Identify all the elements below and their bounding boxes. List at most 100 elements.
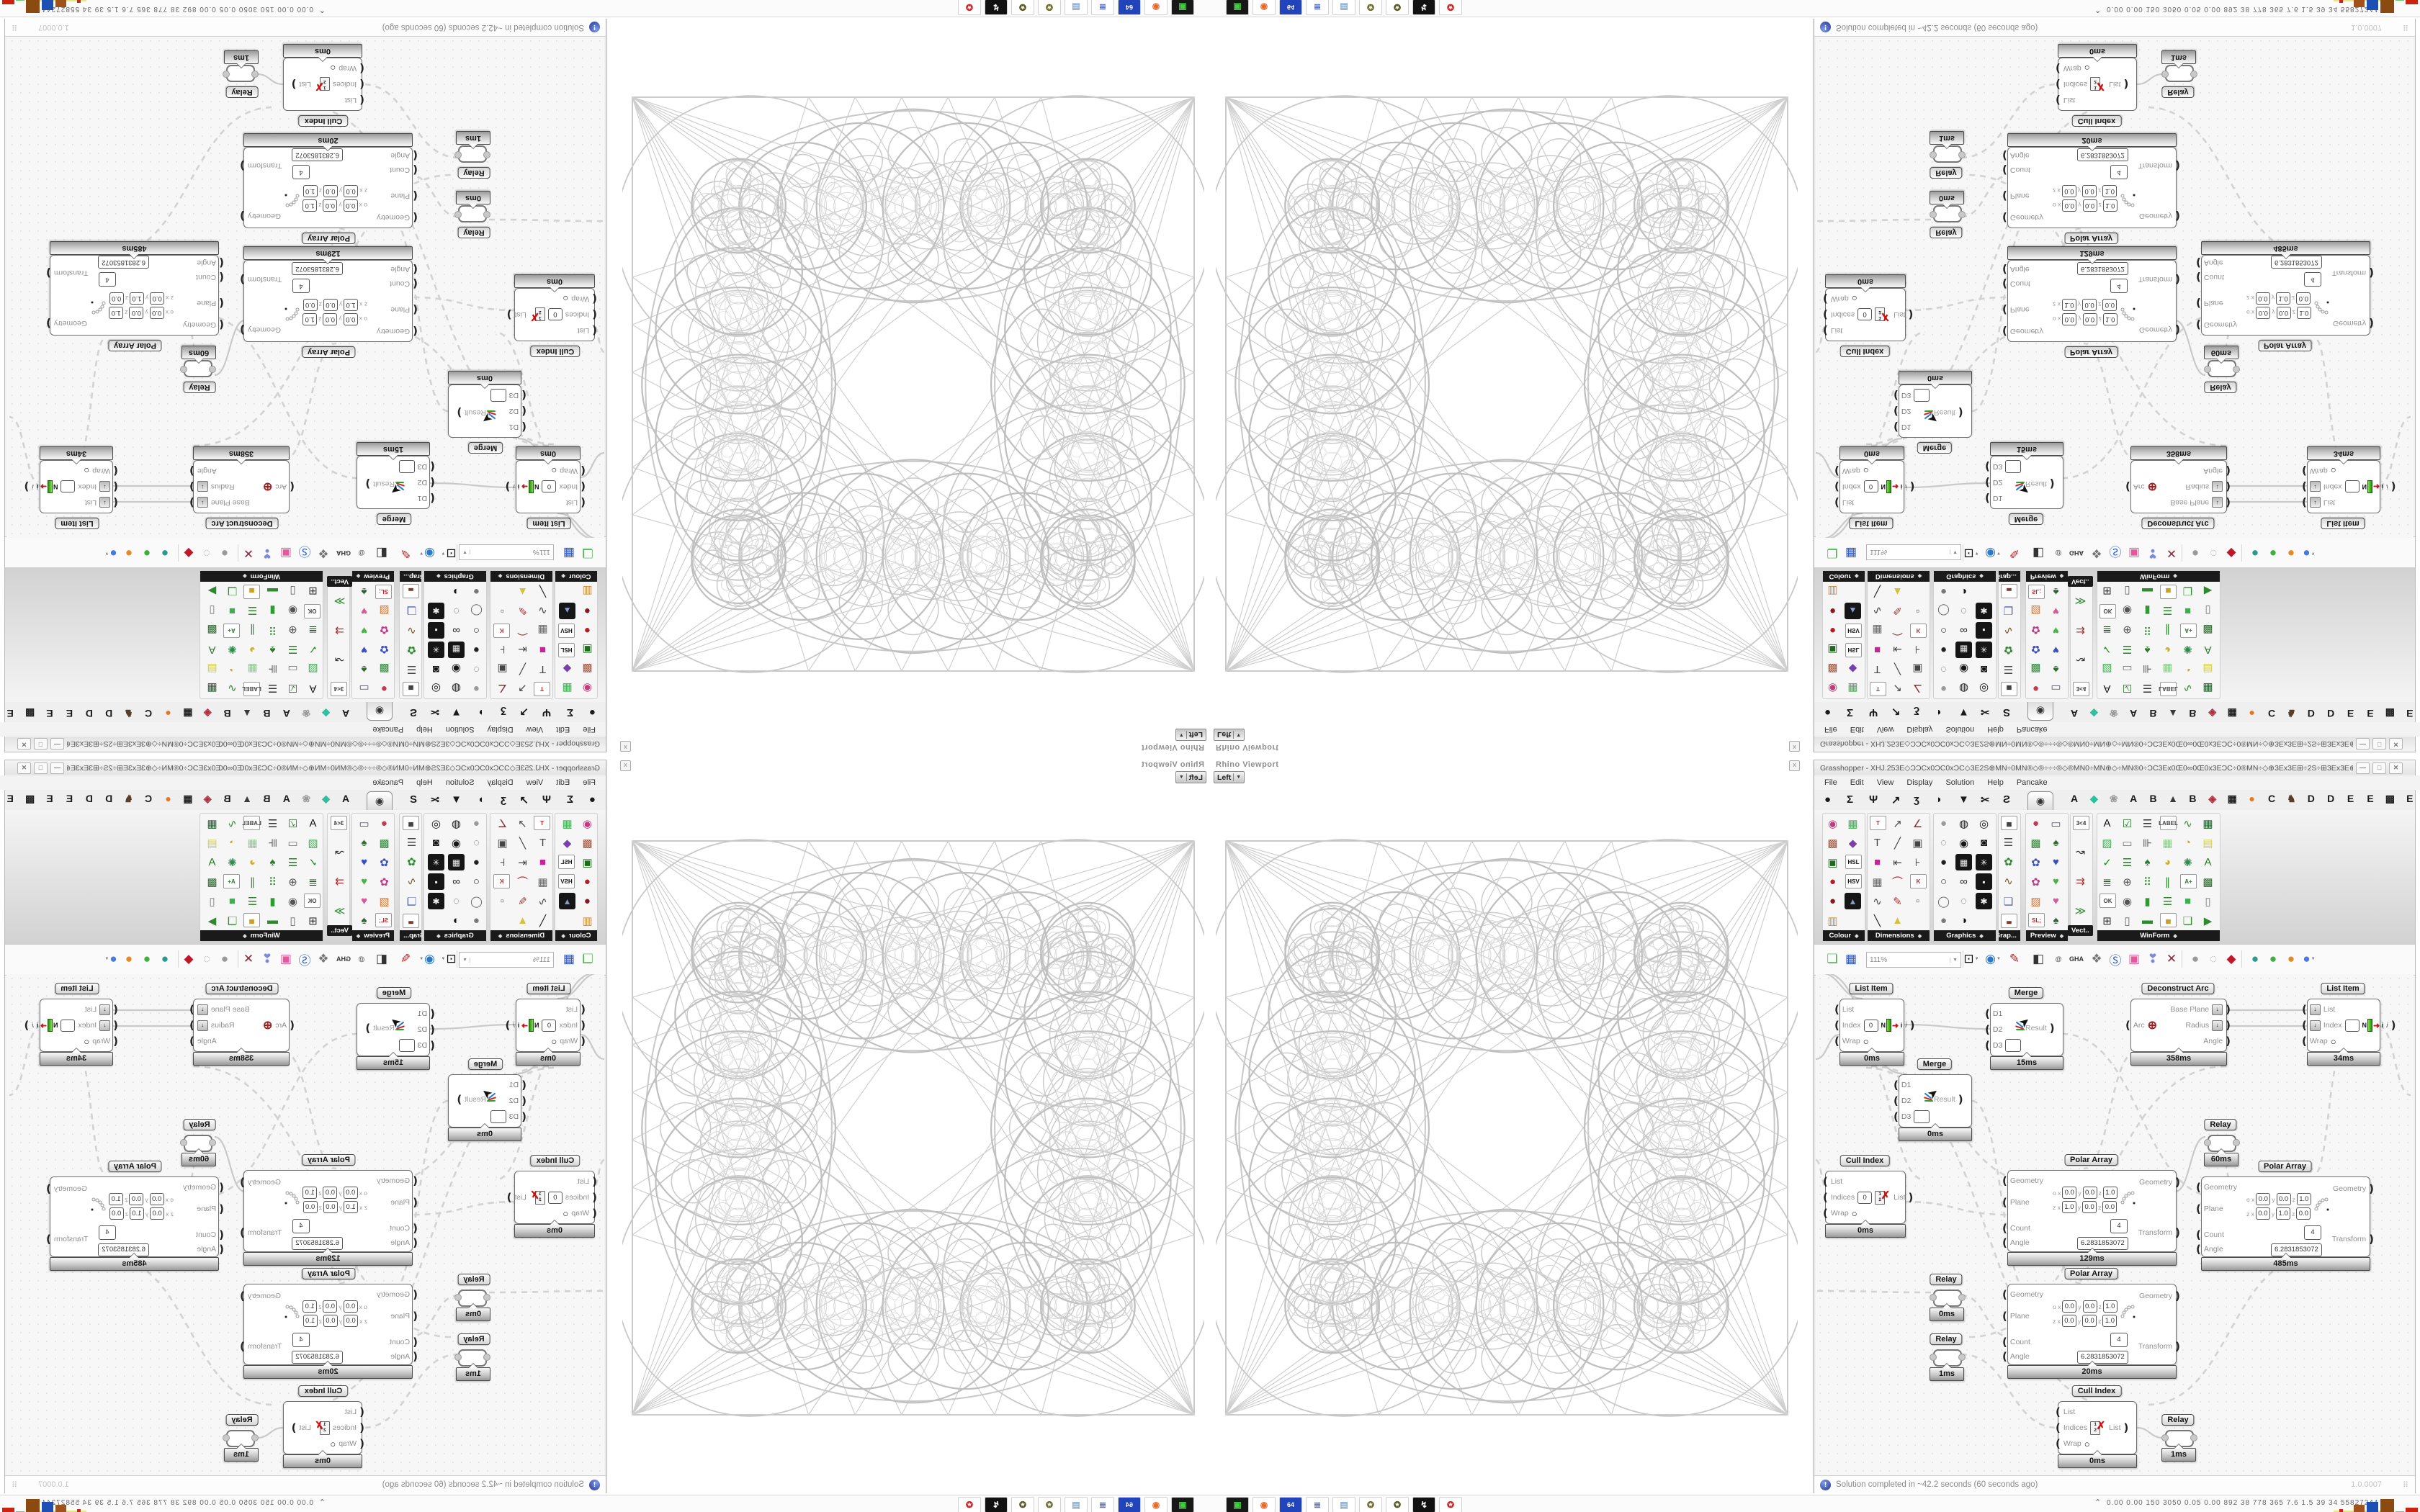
palette-icon[interactable]: ◯ [1937, 604, 1950, 617]
category-tab[interactable]: A [341, 708, 350, 719]
menu-item-display[interactable]: Display [1906, 778, 1933, 787]
port-row[interactable]: (Index 0 N ➜ i i) [505, 480, 586, 493]
port-row[interactable]: (Arc ⊕ [2125, 480, 2158, 493]
port-row[interactable]: (D1 [508, 1079, 526, 1092]
port-row[interactable]: (D2 [1985, 1023, 2003, 1036]
palette-icon[interactable]: ∞ [452, 876, 460, 888]
palette-icon[interactable]: ✓ [2102, 856, 2112, 869]
palette-icon[interactable]: ❏ [2003, 604, 2014, 617]
ribbon-group-label[interactable]: Colour ◆ [555, 571, 597, 582]
palette-icon[interactable]: ▪ [428, 622, 444, 639]
node-merge[interactable]: (D1(D2(D3 ➤ Result) [1985, 1003, 2063, 1056]
node-name-label[interactable]: List Item [1849, 983, 1894, 994]
node-name-label[interactable]: Polar Array [302, 233, 356, 244]
category-tab[interactable]: B [2189, 793, 2197, 804]
taskbar-icon-gpu-device[interactable]: ▣ [1171, 0, 1194, 15]
palette-icon[interactable]: ▩ [582, 662, 593, 675]
palette-icon[interactable]: ⊦ [1914, 643, 1921, 656]
palette-icon[interactable]: ✎ [1893, 895, 1902, 908]
category-tab[interactable]: ▲ [242, 793, 252, 804]
category-tab[interactable]: D [105, 793, 113, 804]
preview-wireframe-icon[interactable]: ◌ [2209, 952, 2218, 966]
port-row[interactable]: (D2 [1894, 405, 1912, 418]
palette-icon[interactable]: ▃ [2001, 913, 2017, 928]
palette-icon[interactable]: ◍ [451, 682, 462, 695]
preview-wireframe-icon[interactable]: ◌ [202, 952, 211, 966]
balloon-pair-icon[interactable]: ❣ [261, 546, 273, 560]
palette-icon[interactable]: ● [472, 644, 480, 656]
palette-icon[interactable]: ▣ [497, 662, 508, 675]
palette-icon[interactable]: ▲ [559, 893, 575, 909]
node-name-label[interactable]: List Item [55, 518, 99, 529]
palette-icon[interactable]: ╱ [1894, 662, 1901, 675]
preview-none-icon[interactable]: ● [2191, 546, 2200, 560]
category-tab[interactable]: A [282, 793, 290, 804]
menu-item-view[interactable]: View [1876, 725, 1894, 734]
palette-icon[interactable]: ╲ [1873, 585, 1881, 598]
close-button[interactable]: ✕ [2389, 762, 2403, 774]
port-row[interactable]: (List [344, 1405, 364, 1418]
palette-icon[interactable]: ● [2032, 683, 2040, 695]
port-row[interactable]: (D3 [1894, 389, 1930, 402]
palette-icon[interactable]: ⊦ [499, 643, 506, 656]
palette-icon[interactable]: ▪ [1976, 873, 1992, 890]
node-merge[interactable]: (D1(D2(D3 ➤ Result) [357, 456, 435, 509]
flatten-icon[interactable]: ↓ [99, 481, 111, 492]
palette-icon[interactable]: ♥ [2053, 856, 2059, 868]
flatten-icon[interactable]: ↓ [2212, 481, 2223, 492]
plane-values[interactable]: o x 0.0 y 0.0 z 1.0 z x 1.0 y 0.0 z 0.0 [302, 1187, 367, 1213]
palette-icon[interactable]: ▣ [1827, 856, 1838, 869]
palette-icon[interactable]: ≣ [308, 876, 318, 888]
palette-icon[interactable]: SL; [375, 913, 392, 927]
preview-none-icon[interactable]: ● [220, 546, 229, 560]
palette-icon[interactable]: ▦ [562, 817, 573, 830]
taskbar-icon-badge-red[interactable]: ✪ [958, 0, 981, 15]
palette-icon[interactable]: ♥ [361, 876, 367, 888]
port-row[interactable]: (D3 [1985, 460, 2022, 473]
palette-icon[interactable]: SL; [2028, 585, 2045, 599]
palette-icon[interactable]: ▨ [379, 604, 390, 617]
port-row[interactable]: Transform) [2331, 266, 2374, 279]
palette-icon[interactable]: ✎ [518, 895, 527, 908]
palette-icon[interactable]: ╱ [519, 662, 526, 675]
palette-icon[interactable]: ⌒ [1891, 624, 1903, 636]
category-tab[interactable]: B [2189, 708, 2197, 719]
palette-icon[interactable]: ♥ [2053, 644, 2059, 656]
palette-icon[interactable]: ☰ [2142, 817, 2153, 830]
category-tab[interactable]: ● [165, 793, 171, 804]
palette-icon[interactable]: ✳ [428, 854, 444, 870]
angle-value[interactable]: 6.2831853072 [2077, 1236, 2128, 1250]
palette-icon[interactable]: ✳ [428, 642, 444, 658]
palette-icon[interactable]: ▅ [403, 682, 419, 696]
palette-icon[interactable]: ◌ [453, 895, 460, 907]
category-tab[interactable]: ♞ [124, 793, 133, 804]
category-tab-icon[interactable]: Σ [1847, 793, 1854, 806]
palette-icon[interactable]: ✿ [380, 624, 389, 636]
palette-icon[interactable]: ▯ [209, 604, 215, 617]
blob-orange-icon[interactable]: ● [2287, 546, 2295, 560]
flatten-icon[interactable]: ↓ [197, 1004, 208, 1015]
port-row[interactable]: Geometry) [240, 1176, 281, 1189]
node-name-label[interactable]: Merge [467, 442, 503, 454]
angle-value[interactable]: 6.2831853072 [292, 148, 343, 163]
category-tab[interactable]: ● [165, 708, 171, 719]
angle-value[interactable]: 6.2831853072 [2271, 1242, 2322, 1256]
count-value[interactable]: 4 [2304, 1225, 2321, 1240]
palette-icon[interactable]: ∿ [538, 604, 547, 617]
palette-icon[interactable]: ▭ [287, 662, 298, 675]
palette-icon[interactable]: ● [1829, 624, 1837, 636]
category-tab-icon[interactable]: Ψ [1869, 706, 1878, 719]
node-deconstruct-arc[interactable]: (Arc ⊕ Base Plane ↓) Radius ↓) Angle) [189, 999, 295, 1052]
node-name-label[interactable]: List Item [526, 983, 571, 994]
flatten-icon[interactable]: ↓ [2309, 497, 2321, 508]
palette-icon[interactable]: ▭ [2122, 662, 2133, 675]
palette-icon[interactable]: ≫ [333, 904, 346, 917]
port-row[interactable]: (List [1834, 1003, 1855, 1016]
canvas[interactable]: (List (Index 0 N ➜ i i) (Wrap ○ List Item 0ms (D1 (… [1816, 974, 2414, 1475]
palette-icon[interactable]: ∠ [497, 817, 508, 830]
flatten-icon[interactable]: ↓ [2309, 481, 2321, 492]
palette-icon[interactable]: ▦ [1955, 854, 1972, 870]
node-name-label[interactable]: Polar Array [2064, 233, 2118, 244]
palette-icon[interactable]: ✓ [308, 643, 318, 656]
palette-icon[interactable]: ❏ [2182, 585, 2193, 598]
